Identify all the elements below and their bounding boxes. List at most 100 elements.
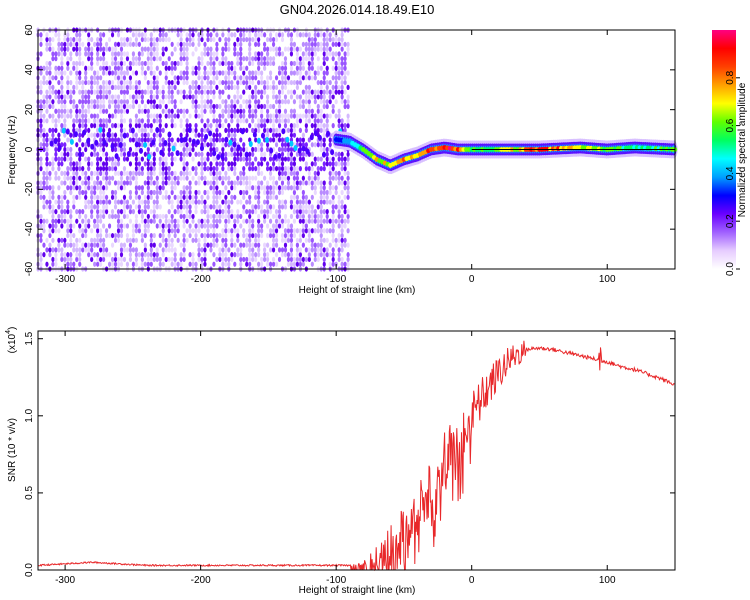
heatmap-cell bbox=[152, 99, 156, 105]
heatmap-cell bbox=[128, 60, 133, 67]
heatmap-cell bbox=[170, 213, 174, 220]
heatmap-cell bbox=[236, 123, 240, 129]
heatmap-cell bbox=[227, 189, 231, 196]
heatmap-cell bbox=[63, 252, 67, 258]
heatmap-cell bbox=[280, 118, 285, 124]
heatmap-cell bbox=[221, 89, 225, 95]
heatmap-cell bbox=[319, 194, 323, 200]
heatmap-cell bbox=[131, 199, 136, 205]
heatmap-cell bbox=[218, 123, 222, 129]
heatmap-cell bbox=[337, 113, 341, 119]
heatmap-cell bbox=[113, 99, 118, 105]
heatmap-cell bbox=[149, 252, 153, 258]
heatmap-cell bbox=[260, 51, 264, 57]
heatmap-cell bbox=[337, 175, 341, 181]
heatmap-cell bbox=[292, 228, 297, 234]
heatmap-cell bbox=[191, 103, 195, 110]
heatmap-cell bbox=[310, 218, 314, 224]
heatmap-cell bbox=[179, 194, 183, 200]
heatmap-cell bbox=[233, 51, 237, 57]
heatmap-cell bbox=[319, 32, 323, 38]
heatmap-cell bbox=[69, 89, 73, 95]
heatmap-cell bbox=[274, 36, 279, 43]
heatmap-cell bbox=[122, 151, 127, 157]
heatmap-cell bbox=[48, 247, 52, 253]
heatmap-cell bbox=[334, 36, 338, 43]
heatmap-cell bbox=[298, 256, 302, 263]
heatmap-cell bbox=[146, 199, 150, 205]
heatmap-cell bbox=[93, 132, 97, 138]
heatmap-cell bbox=[206, 84, 210, 90]
heatmap-cell bbox=[45, 166, 49, 172]
heatmap-cell bbox=[75, 237, 79, 243]
heatmap-cell bbox=[134, 156, 138, 162]
heatmap-cell bbox=[298, 103, 302, 110]
heatmap-cell bbox=[182, 51, 186, 57]
heatmap-cell bbox=[245, 261, 249, 267]
heatmap-cell bbox=[331, 89, 335, 95]
heatmap-cell bbox=[277, 89, 282, 95]
heatmap-cell bbox=[227, 75, 231, 81]
heatmap-cell bbox=[328, 170, 332, 176]
snr-multiplier-base: (x10 bbox=[7, 333, 18, 353]
heatmap-cell bbox=[280, 232, 285, 239]
heatmap-cell bbox=[54, 118, 58, 124]
heatmap-cell bbox=[307, 113, 311, 119]
heatmap-cell bbox=[140, 189, 144, 196]
heatmap-cell bbox=[304, 237, 308, 243]
heatmap-cell bbox=[212, 242, 216, 248]
heatmap-cell bbox=[75, 113, 79, 119]
heatmap-cell bbox=[93, 252, 97, 258]
heatmap-cell bbox=[99, 237, 103, 243]
heatmap-cell bbox=[340, 84, 344, 90]
heatmap-cell bbox=[173, 256, 177, 263]
heatmap-cell bbox=[188, 232, 192, 239]
heatmap-cell bbox=[51, 36, 55, 43]
heatmap-cell bbox=[203, 46, 207, 52]
heatmap-cell bbox=[204, 133, 209, 140]
heatmap-cell bbox=[325, 79, 329, 86]
heatmap-cell bbox=[328, 161, 332, 167]
heatmap-cell bbox=[304, 247, 308, 253]
heatmap-cell bbox=[66, 185, 70, 191]
heatmap-cell bbox=[188, 89, 192, 95]
heatmap-cell bbox=[194, 108, 198, 114]
heatmap-cell bbox=[292, 89, 297, 95]
heatmap-cell bbox=[167, 194, 171, 200]
heatmap-cell bbox=[307, 256, 311, 263]
heatmap-cell bbox=[45, 108, 49, 114]
heatmap-cell bbox=[158, 56, 162, 62]
heatmap-cell bbox=[188, 228, 192, 234]
heatmap-cell bbox=[203, 161, 207, 167]
heatmap-cell bbox=[224, 252, 228, 258]
heatmap-cell bbox=[206, 209, 210, 215]
spectrogram-ylabel: Frequency (Hz) bbox=[7, 116, 18, 185]
heatmap-cell bbox=[334, 204, 338, 210]
heatmap-cell bbox=[230, 113, 234, 119]
heatmap-cell bbox=[143, 218, 147, 224]
heatmap-cell bbox=[131, 84, 136, 90]
heatmap-cell bbox=[99, 108, 103, 114]
heatmap-cell bbox=[63, 142, 67, 148]
heatmap-cell bbox=[60, 156, 64, 162]
x-tick-label: -200 bbox=[191, 575, 211, 586]
heatmap-cell bbox=[125, 84, 130, 90]
heatmap-cell bbox=[313, 175, 317, 181]
heatmap-cell bbox=[66, 256, 70, 263]
heatmap-cell bbox=[331, 237, 335, 243]
heatmap-cell bbox=[254, 84, 258, 90]
heatmap-cell bbox=[242, 32, 246, 38]
heatmap-cell bbox=[146, 65, 150, 71]
heatmap-cell bbox=[48, 70, 52, 76]
heatmap-cell bbox=[257, 218, 261, 224]
heatmap-cell bbox=[66, 204, 70, 210]
heatmap-cell bbox=[263, 247, 267, 253]
heatmap-cell bbox=[179, 46, 183, 52]
heatmap-cell bbox=[81, 166, 85, 172]
heatmap-cell bbox=[185, 94, 189, 100]
heatmap-cell bbox=[39, 79, 43, 86]
heatmap-cell bbox=[45, 161, 49, 167]
heatmap-cell bbox=[301, 228, 305, 234]
heatmap-cell bbox=[206, 32, 210, 38]
